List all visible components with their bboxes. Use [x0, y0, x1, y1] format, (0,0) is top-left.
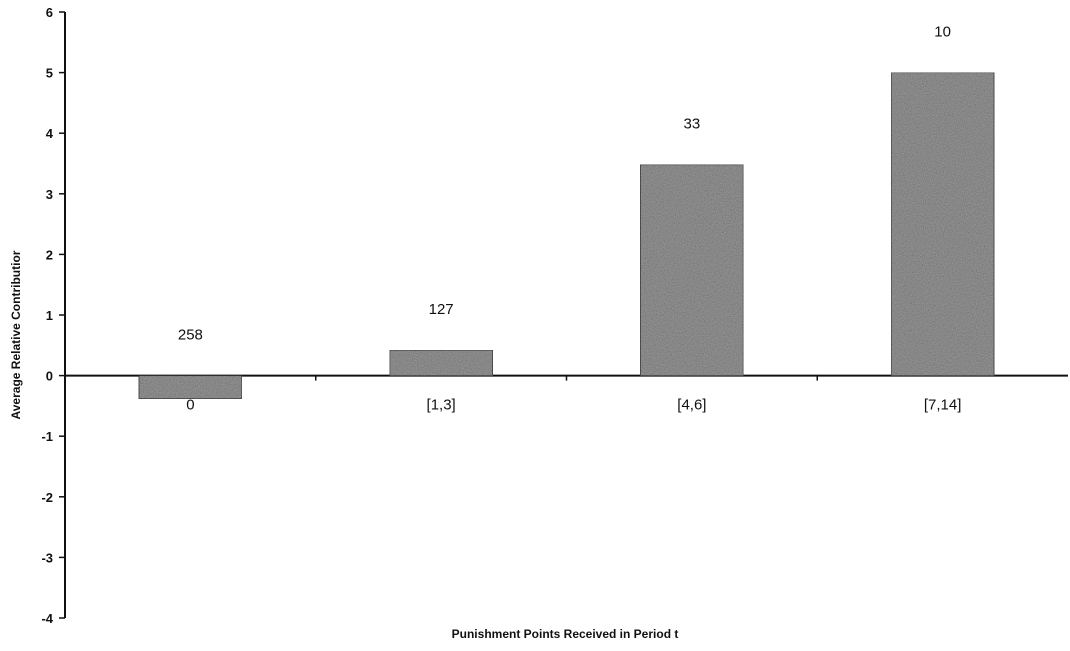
y-tick-label: 2 — [46, 247, 53, 262]
bar-count-label: 33 — [684, 116, 701, 133]
x-category-label: [4,6] — [677, 397, 706, 414]
y-tick-label: -4 — [41, 611, 53, 626]
y-tick-label: 6 — [46, 5, 53, 20]
y-tick-label: -3 — [41, 550, 53, 565]
x-category-label: 0 — [186, 397, 194, 414]
bar-4 — [890, 72, 995, 377]
bar-count-label: 258 — [178, 327, 203, 344]
bar-count-label: 10 — [934, 24, 951, 41]
y-tick-label: -2 — [41, 490, 53, 505]
y-axis-title: Average Relative Contributior — [9, 250, 23, 419]
y-tick-label: 3 — [46, 187, 53, 202]
y-axis: -4 -3 -2 -1 0 1 2 3 4 5 6 — [41, 5, 66, 626]
y-tick-label: 0 — [46, 369, 53, 384]
x-category-label: [7,14] — [924, 397, 962, 414]
bar-2 — [389, 349, 494, 377]
x-axis-title: Punishment Points Received in Period t — [452, 627, 679, 641]
bars — [138, 72, 995, 400]
y-tick-label: 1 — [46, 308, 53, 323]
bar-3 — [639, 164, 744, 377]
data-labels: 258 127 33 10 — [178, 24, 951, 344]
y-tick-label: 4 — [46, 126, 54, 141]
bar-1 — [138, 375, 243, 400]
bar-count-label: 127 — [429, 301, 454, 318]
y-tick-label: 5 — [46, 66, 53, 81]
x-category-label: [1,3] — [427, 397, 456, 414]
y-tick-label: -1 — [41, 429, 53, 444]
